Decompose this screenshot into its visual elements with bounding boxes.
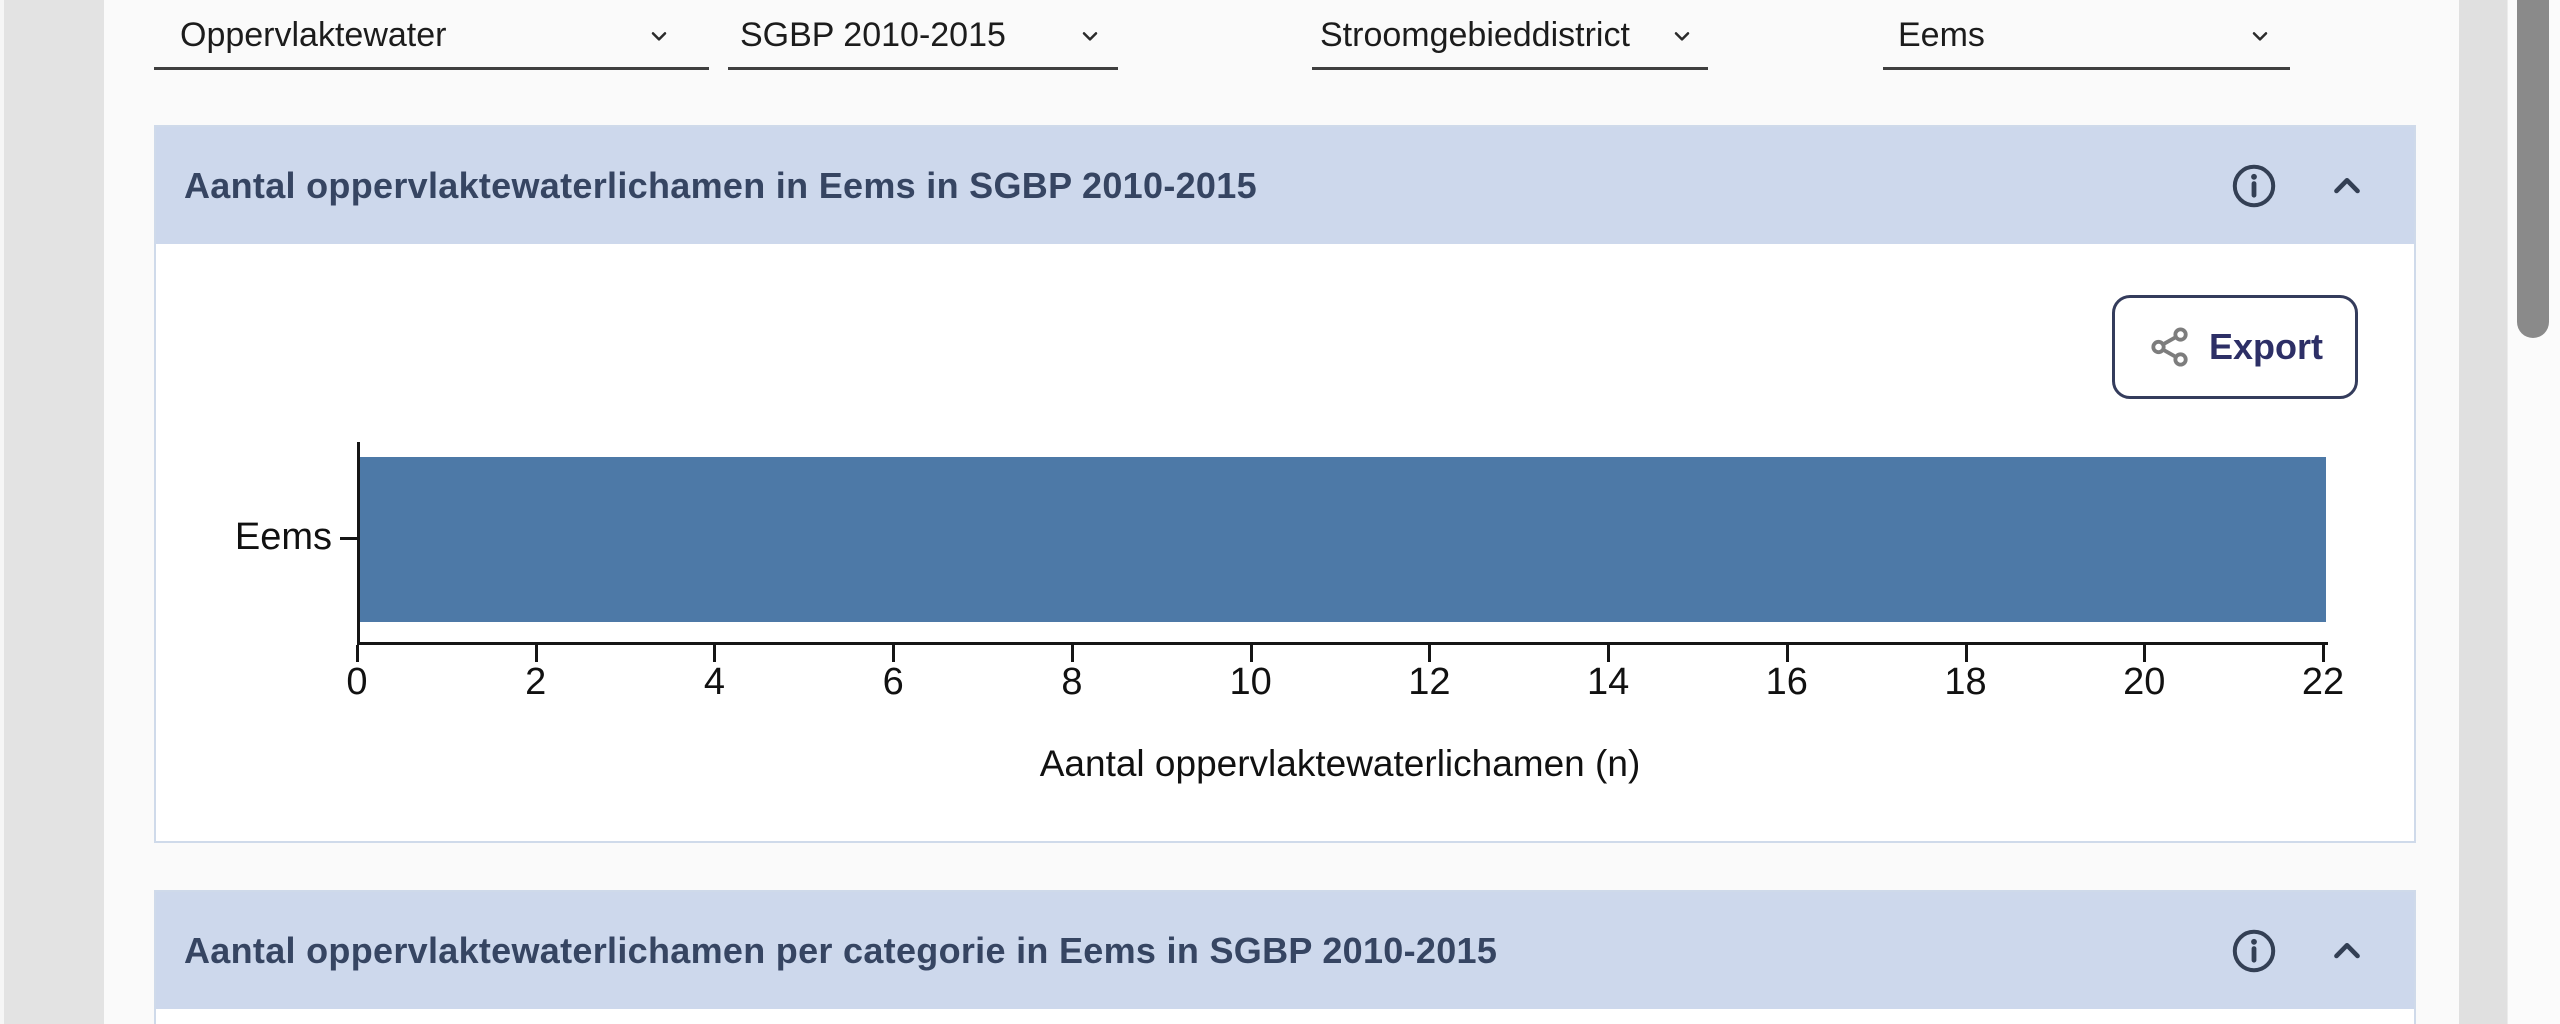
- chevron-down-icon: [1082, 31, 1098, 41]
- x-tick: [1964, 645, 1968, 662]
- chevron-down-icon: [651, 31, 667, 41]
- x-tick-label: 8: [1061, 661, 1083, 703]
- vertical-scrollbar[interactable]: [2507, 0, 2560, 1024]
- share-nodes-icon: [2151, 327, 2188, 367]
- dropdown-water-type[interactable]: Oppervlaktewater: [154, 4, 709, 70]
- x-tick-label: 0: [346, 661, 368, 703]
- x-tick: [2322, 645, 2325, 662]
- x-tick-label: 14: [1586, 661, 1630, 703]
- x-tick: [1607, 645, 1611, 662]
- bar-eems: [360, 457, 2326, 622]
- dropdown-region-value[interactable]: Eems: [1883, 4, 2290, 70]
- panel-1-title: Aantal oppervlaktewaterlichamen in Eems …: [184, 164, 1257, 206]
- x-tick: [1249, 645, 1253, 662]
- x-axis-title: Aantal oppervlaktewaterlichamen (n): [1039, 743, 1641, 784]
- x-tick: [1785, 645, 1789, 662]
- x-tick: [356, 645, 359, 662]
- info-circle-icon[interactable]: [2230, 927, 2278, 975]
- dropdown-water-type-value: Oppervlaktewater: [180, 16, 447, 54]
- left-page-gutter: [0, 0, 104, 1024]
- x-tick: [1428, 645, 1432, 662]
- panel-2-title: Aantal oppervlaktewaterlichamen per cate…: [184, 929, 1498, 971]
- export-button-label: Export: [2208, 326, 2323, 367]
- x-tick: [534, 645, 538, 662]
- x-tick: [1070, 645, 1074, 662]
- x-tick-label: 6: [882, 661, 904, 703]
- dropdown-plan-period[interactable]: SGBP 2010-2015: [728, 4, 1118, 70]
- info-circle-icon[interactable]: [2230, 162, 2278, 210]
- panel-aantal-per-categorie: Aantal oppervlaktewaterlichamen per cate…: [154, 890, 2416, 1024]
- x-tick-label: 2: [525, 661, 547, 703]
- y-tick: [340, 537, 358, 540]
- panel-1-header: Aantal oppervlaktewaterlichamen in Eems …: [156, 127, 2414, 244]
- panel-2-header: Aantal oppervlaktewaterlichamen per cate…: [156, 892, 2414, 1009]
- x-tick-label: 20: [2123, 661, 2166, 703]
- right-page-gutter: [2459, 0, 2507, 1024]
- x-tick: [713, 645, 717, 662]
- bar-chart: Eems 0 2 4 6 8 10 12 14 16 18 20 22 Aantal oppervla…: [156, 127, 2418, 843]
- export-button[interactable]: Export: [2112, 295, 2358, 399]
- chevron-up-icon[interactable]: [2324, 163, 2370, 209]
- x-tick-label: 22: [2301, 661, 2345, 703]
- x-tick-label: 10: [1229, 661, 1272, 703]
- dropdown-region-type-value: Stroomgebieddistrict: [1320, 16, 1630, 54]
- dropdown-region-type[interactable]: Stroomgebieddistrict: [1312, 4, 1708, 70]
- x-axis-line: [357, 642, 2328, 645]
- y-category-label: Eems: [234, 516, 332, 558]
- x-tick-label: 16: [1765, 661, 1808, 703]
- chevron-up-icon[interactable]: [2324, 928, 2370, 974]
- chevron-down-icon: [2252, 31, 2268, 41]
- chevron-down-icon: [1674, 31, 1690, 41]
- x-tick-label: 4: [703, 661, 726, 703]
- x-tick-label: 12: [1408, 661, 1451, 703]
- panel-aantal-oppervlaktewaterlichamen: Aantal oppervlaktewaterlichamen in Eems …: [154, 125, 2416, 843]
- dropdown-region-value-text: Eems: [1898, 16, 1985, 54]
- x-tick: [892, 645, 896, 662]
- x-tick: [2143, 645, 2147, 662]
- scrollbar-thumb[interactable]: [2517, 0, 2549, 338]
- y-axis-line: [357, 442, 360, 645]
- dropdown-plan-period-value: SGBP 2010-2015: [740, 16, 1006, 54]
- x-tick-label: 18: [1944, 661, 1987, 703]
